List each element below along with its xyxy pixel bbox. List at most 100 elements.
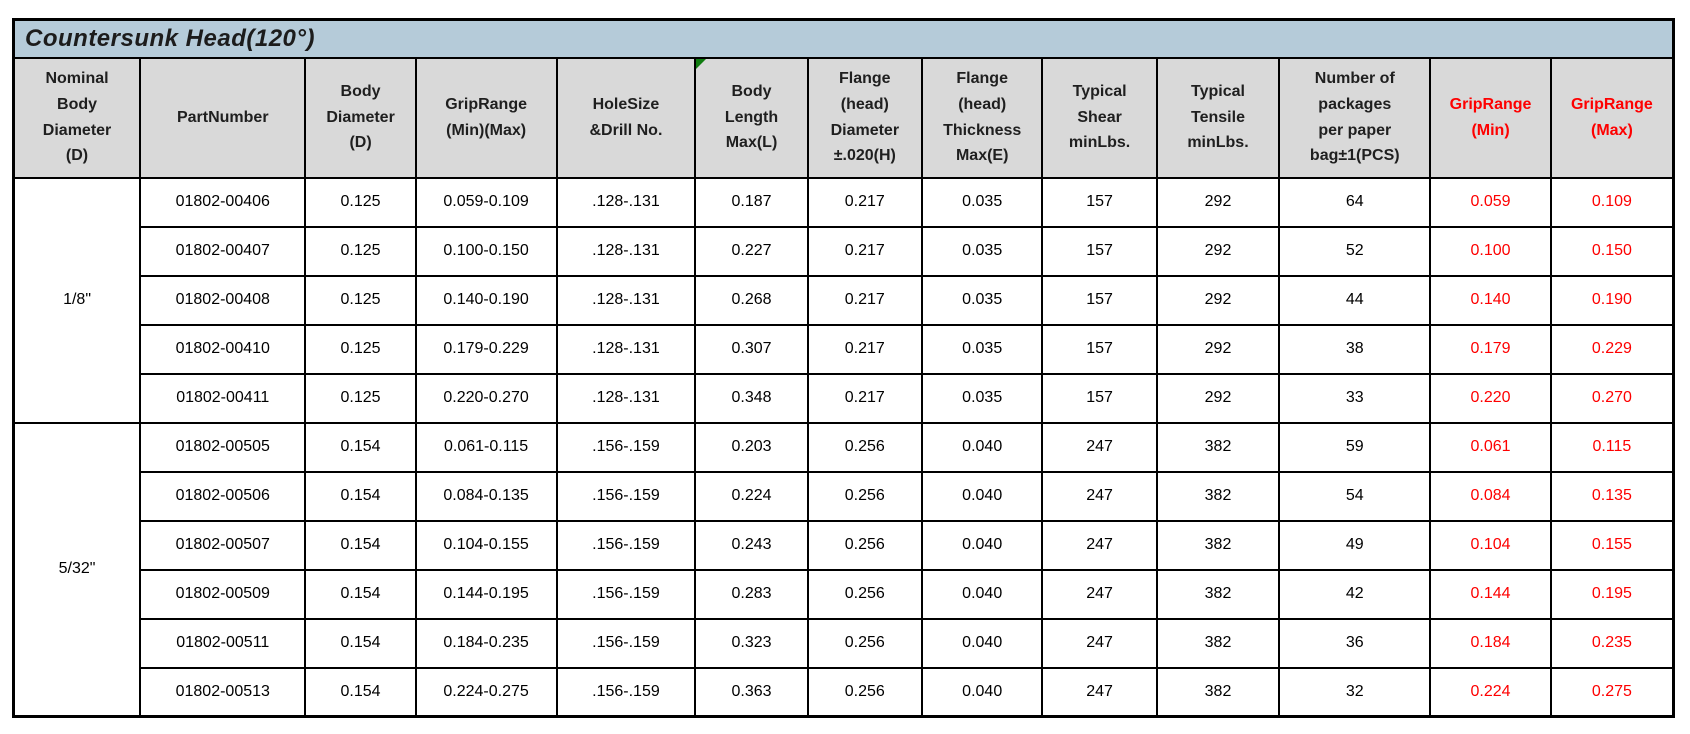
cell-body-diameter: 0.125 xyxy=(304,372,417,424)
column-header-body-length: Body Length Max(L) xyxy=(694,56,809,179)
table-row: 01802-00511 0.154 0.184-0.235.156-.159 0.32… xyxy=(14,617,1675,669)
cell-grip-range-max: 0.150 xyxy=(1549,225,1675,277)
cell-grip-range: 0.100-0.150 xyxy=(414,225,558,277)
cell-body-diameter: 0.154 xyxy=(304,519,417,571)
cell-part-number: 01802-00410 xyxy=(139,323,307,375)
cell-body-diameter: 0.125 xyxy=(304,225,417,277)
cell-part-number: 01802-00507 xyxy=(139,519,307,571)
cell-flange-diameter: 0.217 xyxy=(806,176,923,228)
cell-grip-range: 0.179-0.229 xyxy=(414,323,558,375)
cell-packages-per-bag: 36 xyxy=(1278,617,1432,669)
cell-grip-range-min: 0.140 xyxy=(1429,274,1552,326)
cell-body-length: 0.268 xyxy=(694,274,809,326)
cell-flange-thickness: 0.040 xyxy=(920,568,1044,620)
countersunk-head-table: Countersunk Head(120°) Nominal Body Diam… xyxy=(12,18,1675,718)
cell-grip-range-min: 0.220 xyxy=(1429,372,1552,424)
cell-body-length: 0.323 xyxy=(694,617,809,669)
cell-typical-shear: 157 xyxy=(1041,176,1158,228)
cell-packages-per-bag: 38 xyxy=(1278,323,1432,375)
cell-body-diameter: 0.154 xyxy=(304,666,417,718)
cell-part-number: 01802-00406 xyxy=(139,176,307,228)
cell-body-length: 0.363 xyxy=(694,666,809,718)
cell-typical-tensile: 292 xyxy=(1155,372,1281,424)
cell-body-length: 0.203 xyxy=(694,421,809,473)
cell-grip-range-max: 0.109 xyxy=(1549,176,1675,228)
cell-grip-range-max: 0.195 xyxy=(1549,568,1675,620)
cell-flange-diameter: 0.217 xyxy=(806,372,923,424)
cell-body-length: 0.243 xyxy=(694,519,809,571)
cell-packages-per-bag: 44 xyxy=(1278,274,1432,326)
column-header-part-number: PartNumber xyxy=(139,56,307,179)
cell-body-diameter: 0.125 xyxy=(304,323,417,375)
cell-typical-tensile: 292 xyxy=(1155,274,1281,326)
cell-typical-shear: 247 xyxy=(1041,568,1158,620)
cell-flange-thickness: 0.035 xyxy=(920,274,1044,326)
cell-typical-shear: 247 xyxy=(1041,519,1158,571)
cell-flange-diameter: 0.217 xyxy=(806,225,923,277)
cell-typical-shear: 247 xyxy=(1041,617,1158,669)
table-title: Countersunk Head(120°) xyxy=(12,18,1675,59)
table-row: 5/32" 01802-00505 0.154 0.061-0.115.156-.15… xyxy=(12,421,1675,718)
cell-error-flag-icon xyxy=(697,59,707,69)
cell-packages-per-bag: 32 xyxy=(1278,666,1432,718)
cell-grip-range: 0.061-0.115 xyxy=(414,421,558,473)
cell-typical-shear: 157 xyxy=(1041,274,1158,326)
cell-part-number: 01802-00511 xyxy=(139,617,307,669)
column-header-typical-shear: Typical Shear minLbs. xyxy=(1041,56,1158,179)
cell-part-number: 01802-00513 xyxy=(139,666,307,718)
cell-flange-thickness: 0.040 xyxy=(920,617,1044,669)
cell-body-diameter: 0.154 xyxy=(304,568,417,620)
table-row: 01802-00507 0.154 0.104-0.155.156-.159 0.24… xyxy=(14,519,1675,571)
cell-hole-size: .156-.159 xyxy=(555,617,697,669)
cell-flange-diameter: 0.256 xyxy=(806,421,923,473)
cell-grip-range-max: 0.155 xyxy=(1549,519,1675,571)
cell-grip-range-min: 0.104 xyxy=(1429,519,1552,571)
cell-body-length: 0.187 xyxy=(694,176,809,228)
cell-grip-range: 0.059-0.109 xyxy=(414,176,558,228)
cell-typical-tensile: 382 xyxy=(1155,470,1281,522)
cell-flange-thickness: 0.040 xyxy=(920,666,1044,718)
column-header-typical-tensile: Typical Tensile minLbs. xyxy=(1155,56,1281,179)
cell-grip-range-max: 0.135 xyxy=(1549,470,1675,522)
cell-hole-size: .156-.159 xyxy=(555,470,697,522)
table-row: 01802-00407 0.125 0.100-0.150.128-.131 0.22… xyxy=(14,225,1675,277)
cell-packages-per-bag: 49 xyxy=(1278,519,1432,571)
cell-grip-range-min: 0.179 xyxy=(1429,323,1552,375)
column-header-grip-range-min: GripRange (Min) xyxy=(1429,56,1552,179)
column-header-grip-range-max: GripRange (Max) xyxy=(1549,56,1675,179)
table-row: 01802-00408 0.125 0.140-0.190.128-.131 0.26… xyxy=(14,274,1675,326)
cell-flange-thickness: 0.040 xyxy=(920,519,1044,571)
header-row: Nominal Body Diameter (D) PartNumber Body … xyxy=(12,56,1675,179)
cell-packages-per-bag: 59 xyxy=(1278,421,1432,473)
cell-body-diameter: 0.154 xyxy=(304,617,417,669)
cell-body-diameter: 0.154 xyxy=(304,470,417,522)
title-row: Countersunk Head(120°) xyxy=(12,18,1675,59)
cell-flange-diameter: 0.256 xyxy=(806,519,923,571)
cell-grip-range-max: 0.270 xyxy=(1549,372,1675,424)
cell-flange-diameter: 0.256 xyxy=(806,666,923,718)
cell-body-length: 0.348 xyxy=(694,372,809,424)
cell-grip-range-max: 0.235 xyxy=(1549,617,1675,669)
cell-typical-tensile: 382 xyxy=(1155,617,1281,669)
cell-part-number: 01802-00411 xyxy=(139,372,307,424)
cell-typical-shear: 157 xyxy=(1041,225,1158,277)
cell-typical-tensile: 382 xyxy=(1155,421,1281,473)
table-row: 01802-00410 0.125 0.179-0.229.128-.131 0.30… xyxy=(14,323,1675,375)
cell-body-diameter: 0.154 xyxy=(304,421,417,473)
cell-body-diameter: 0.125 xyxy=(304,274,417,326)
column-header-body-diameter: Body Diameter (D) xyxy=(304,56,417,179)
cell-hole-size: .128-.131 xyxy=(555,274,697,326)
cell-flange-diameter: 0.217 xyxy=(806,323,923,375)
table-row: 1/8" 01802-00406 0.125 0.059-0.109.128-.131… xyxy=(12,176,1675,424)
cell-packages-per-bag: 54 xyxy=(1278,470,1432,522)
cell-typical-shear: 247 xyxy=(1041,470,1158,522)
cell-grip-range: 0.224-0.275 xyxy=(414,666,558,718)
cell-typical-shear: 157 xyxy=(1041,323,1158,375)
cell-grip-range-max: 0.115 xyxy=(1549,421,1675,473)
cell-body-diameter: 0.125 xyxy=(304,176,417,228)
cell-hole-size: .156-.159 xyxy=(555,519,697,571)
table-row: 01802-00411 0.125 0.220-0.270.128-.131 0.34… xyxy=(14,372,1675,424)
cell-hole-size: .156-.159 xyxy=(555,568,697,620)
table-row: 01802-00513 0.154 0.224-0.275.156-.159 0.36… xyxy=(14,666,1675,718)
cell-packages-per-bag: 42 xyxy=(1278,568,1432,620)
